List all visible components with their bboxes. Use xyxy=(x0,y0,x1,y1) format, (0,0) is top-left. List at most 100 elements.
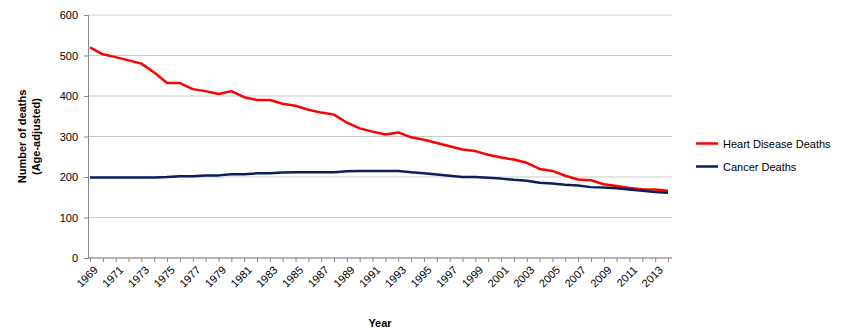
legend-swatch xyxy=(696,165,718,168)
x-tick: 2003 xyxy=(511,258,537,289)
x-tick-mark xyxy=(604,258,605,262)
y-tick-label: 400 xyxy=(60,90,78,102)
x-tick-label: 1979 xyxy=(203,264,229,290)
grid-line xyxy=(88,55,672,56)
legend-label: Heart Disease Deaths xyxy=(723,138,831,150)
x-tick-label: 1981 xyxy=(228,264,254,290)
x-tick-mark xyxy=(655,258,656,262)
series-line xyxy=(90,171,668,193)
x-tick-mark xyxy=(488,258,489,262)
x-tick xyxy=(642,258,643,262)
y-axis-title: Number of deaths xyxy=(16,90,28,184)
x-tick-mark xyxy=(257,258,258,262)
x-tick-label: 1971 xyxy=(100,264,126,290)
x-tick-mark xyxy=(129,258,130,262)
x-tick: 2009 xyxy=(588,258,614,289)
x-tick: 1971 xyxy=(100,258,126,289)
x-tick: 2001 xyxy=(485,258,511,289)
x-tick-mark xyxy=(231,258,232,262)
y-axis-line xyxy=(84,16,89,259)
x-tick-mark xyxy=(373,258,374,262)
x-tick-mark xyxy=(411,258,412,262)
grid-line xyxy=(88,96,672,97)
y-tick: 600 xyxy=(60,9,88,21)
y-tick: 300 xyxy=(60,131,88,143)
x-tick: 1995 xyxy=(408,258,434,289)
x-tick-mark xyxy=(103,258,104,262)
x-tick-mark xyxy=(141,258,142,262)
x-tick xyxy=(360,258,361,262)
x-tick-mark xyxy=(501,258,502,262)
x-tick-label: 2003 xyxy=(511,264,537,290)
x-tick: 2005 xyxy=(537,258,563,289)
y-tick: 400 xyxy=(60,90,88,102)
x-tick xyxy=(591,258,592,262)
x-tick: 1989 xyxy=(331,258,357,289)
x-tick xyxy=(488,258,489,262)
y-tick-mark xyxy=(84,258,88,259)
grid-line xyxy=(88,217,672,218)
y-tick-label: 500 xyxy=(60,50,78,62)
x-tick-mark xyxy=(540,258,541,262)
x-tick-mark xyxy=(360,258,361,262)
x-tick-mark xyxy=(244,258,245,262)
y-axis: 0100200300400500600 xyxy=(60,9,89,264)
x-axis-line xyxy=(88,258,672,259)
x-tick-label: 1999 xyxy=(459,264,485,290)
x-tick: 1979 xyxy=(203,258,229,289)
x-tick: 1993 xyxy=(382,258,408,289)
x-tick-mark xyxy=(514,258,515,262)
x-tick: 1991 xyxy=(357,258,383,289)
x-tick-mark xyxy=(296,258,297,262)
x-tick xyxy=(462,258,463,262)
y-tick: 500 xyxy=(60,50,88,62)
x-tick-mark xyxy=(154,258,155,262)
x-tick-mark xyxy=(578,258,579,262)
x-tick: 1983 xyxy=(254,258,280,289)
x-tick: 1973 xyxy=(125,258,151,289)
legend-label: Cancer Deaths xyxy=(723,161,797,173)
x-tick: 2013 xyxy=(639,258,665,289)
x-tick-mark xyxy=(385,258,386,262)
x-tick-mark xyxy=(321,258,322,262)
x-tick-label: 2011 xyxy=(614,264,639,289)
chart: 0100200300400500600196919711973197519771… xyxy=(0,0,857,333)
x-tick-mark xyxy=(617,258,618,262)
x-tick-label: 1977 xyxy=(177,264,203,290)
x-tick-mark xyxy=(398,258,399,262)
x-tick xyxy=(617,258,618,262)
x-tick-label: 1975 xyxy=(151,264,177,290)
x-tick-label: 1995 xyxy=(408,264,434,290)
y-tick-label: 0 xyxy=(72,252,78,264)
x-tick: 1977 xyxy=(177,258,203,289)
x-tick-mark xyxy=(591,258,592,262)
x-tick-mark xyxy=(527,258,528,262)
x-tick-label: 2013 xyxy=(639,264,665,290)
x-tick xyxy=(283,258,284,262)
y-tick-label: 100 xyxy=(60,212,78,224)
x-tick-label: 2005 xyxy=(537,264,563,290)
x-tick-label: 2009 xyxy=(588,264,614,290)
x-tick-mark xyxy=(629,258,630,262)
x-tick xyxy=(257,258,258,262)
x-tick-mark xyxy=(308,258,309,262)
x-tick-mark xyxy=(642,258,643,262)
x-tick xyxy=(540,258,541,262)
x-tick-label: 1987 xyxy=(305,264,331,290)
x-tick-label: 1985 xyxy=(280,264,306,290)
grid-line xyxy=(88,15,672,16)
grid-line xyxy=(88,136,672,137)
x-tick-mark xyxy=(424,258,425,262)
x-tick xyxy=(411,258,412,262)
x-tick xyxy=(385,258,386,262)
x-tick-mark xyxy=(90,258,91,262)
y-tick-mark xyxy=(84,15,88,16)
x-tick xyxy=(308,258,309,262)
x-tick-label: 1983 xyxy=(254,264,280,290)
x-tick-mark xyxy=(565,258,566,262)
x-tick-label: 1969 xyxy=(74,264,100,290)
series-line xyxy=(90,47,668,190)
x-tick-mark xyxy=(462,258,463,262)
legend-swatch xyxy=(696,142,718,145)
x-tick: 1999 xyxy=(459,258,485,289)
